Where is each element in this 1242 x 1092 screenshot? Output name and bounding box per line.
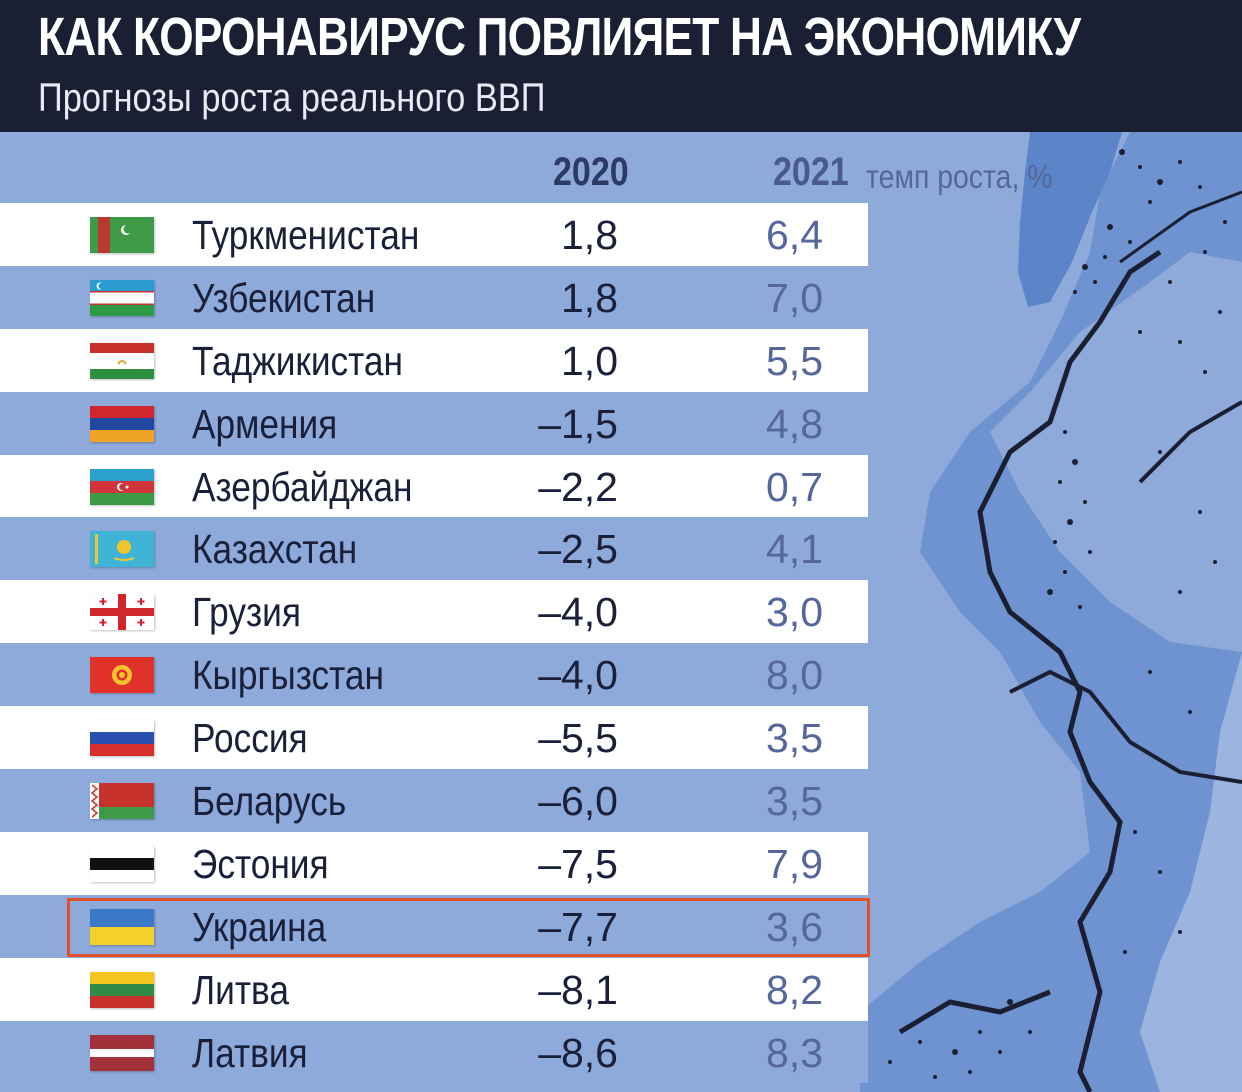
turkmenistan-flag <box>90 217 154 253</box>
value-2020: 1,0 <box>561 337 618 384</box>
header: КАК КОРОНАВИРУС ПОВЛИЯЕТ НА ЭКОНОМИКУ Пр… <box>0 0 1242 132</box>
value-2020: –6,0 <box>538 778 618 825</box>
value-2020: –2,5 <box>538 526 618 573</box>
value-2021: 7,9 <box>766 840 823 887</box>
value-2020: –8,1 <box>538 966 618 1013</box>
table-row: Украина –7,7 3,6 <box>0 894 868 958</box>
kyrgyzstan-flag <box>90 657 154 694</box>
table-row: Туркменистан 1,8 6,4 <box>0 203 868 266</box>
table-row: Узбекистан 1,8 7,0 <box>0 265 868 329</box>
value-2021: 8,2 <box>766 966 823 1013</box>
virus-illustration <box>860 132 1242 1092</box>
value-2020: –4,0 <box>538 589 618 636</box>
value-2020: –2,2 <box>538 463 618 510</box>
armenia-flag <box>90 405 154 442</box>
table-row: Кыргызстан –4,0 8,0 <box>0 643 868 707</box>
country-name: Туркменистан <box>192 212 420 258</box>
kazakhstan-flag <box>90 531 154 568</box>
value-2021: 8,0 <box>766 652 823 699</box>
country-name: Россия <box>192 715 308 762</box>
value-2021: 3,6 <box>766 903 823 950</box>
value-2020: –5,5 <box>538 715 618 762</box>
value-2020: –4,0 <box>538 652 618 699</box>
table-row: Литва –8,1 8,2 <box>0 957 868 1021</box>
value-2021: 8,3 <box>766 1029 823 1076</box>
latvia-flag <box>90 1034 154 1071</box>
value-2021: 3,0 <box>766 589 823 636</box>
table-row: Азербайджан –2,2 0,7 <box>0 454 868 518</box>
tajikistan-flag <box>90 342 154 379</box>
value-2021: 5,5 <box>766 337 823 384</box>
value-2021: 4,8 <box>766 400 823 447</box>
value-2021: 7,0 <box>766 274 823 321</box>
table-row: Грузия –4,0 3,0 <box>0 580 868 644</box>
country-name: Литва <box>192 966 289 1013</box>
column-header-2020: 2020 <box>553 150 629 194</box>
country-name: Казахстан <box>192 526 358 573</box>
country-name: Армения <box>192 400 338 447</box>
azerbaijan-flag <box>90 468 154 505</box>
value-2020: –7,7 <box>538 903 618 950</box>
ukraine-flag <box>90 908 154 945</box>
russia-flag <box>90 720 154 757</box>
country-name: Таджикистан <box>192 337 404 384</box>
column-unit-label: темп роста, % <box>866 158 1053 195</box>
table-row: Таджикистан 1,0 5,5 <box>0 328 868 392</box>
value-2020: –7,5 <box>538 840 618 887</box>
country-name: Украина <box>192 903 327 950</box>
belarus-flag <box>90 783 154 820</box>
value-2020: 1,8 <box>561 212 618 258</box>
value-2020: –8,6 <box>538 1029 618 1076</box>
table-row: Казахстан –2,5 4,1 <box>0 517 868 581</box>
table-row: Россия –5,5 3,5 <box>0 706 868 770</box>
value-2021: 6,4 <box>766 212 823 258</box>
value-2021: 0,7 <box>766 463 823 510</box>
country-name: Эстония <box>192 840 329 887</box>
page-title: КАК КОРОНАВИРУС ПОВЛИЯЕТ НА ЭКОНОМИКУ <box>38 7 1081 67</box>
table-row: Эстония –7,5 7,9 <box>0 831 868 895</box>
page-subtitle: Прогнозы роста реального ВВП <box>38 76 546 120</box>
country-name: Латвия <box>192 1029 308 1076</box>
uzbekistan-flag <box>90 279 154 316</box>
value-2021: 3,5 <box>766 778 823 825</box>
value-2021: 4,1 <box>766 526 823 573</box>
georgia-flag <box>90 594 154 631</box>
lithuania-flag <box>90 971 154 1008</box>
table-row: Беларусь –6,0 3,5 <box>0 769 868 832</box>
highlight-frame-ukraine <box>67 898 870 957</box>
value-2021: 3,5 <box>766 715 823 762</box>
value-2020: 1,8 <box>561 274 618 321</box>
table-row: Латвия –8,6 8,3 <box>0 1020 868 1084</box>
country-name: Узбекистан <box>192 274 376 321</box>
table-row: Армения –1,5 4,8 <box>0 391 868 455</box>
value-2020: –1,5 <box>538 400 618 447</box>
country-name: Грузия <box>192 589 301 636</box>
column-header-2021: 2021 <box>773 150 849 194</box>
estonia-flag <box>90 845 154 882</box>
country-name: Беларусь <box>192 778 347 825</box>
country-name: Азербайджан <box>192 463 413 510</box>
gdp-table: Туркменистан 1,8 6,4 Узбекистан 1,8 7,0 Таджик… <box>0 203 868 1084</box>
country-name: Кыргызстан <box>192 652 384 699</box>
